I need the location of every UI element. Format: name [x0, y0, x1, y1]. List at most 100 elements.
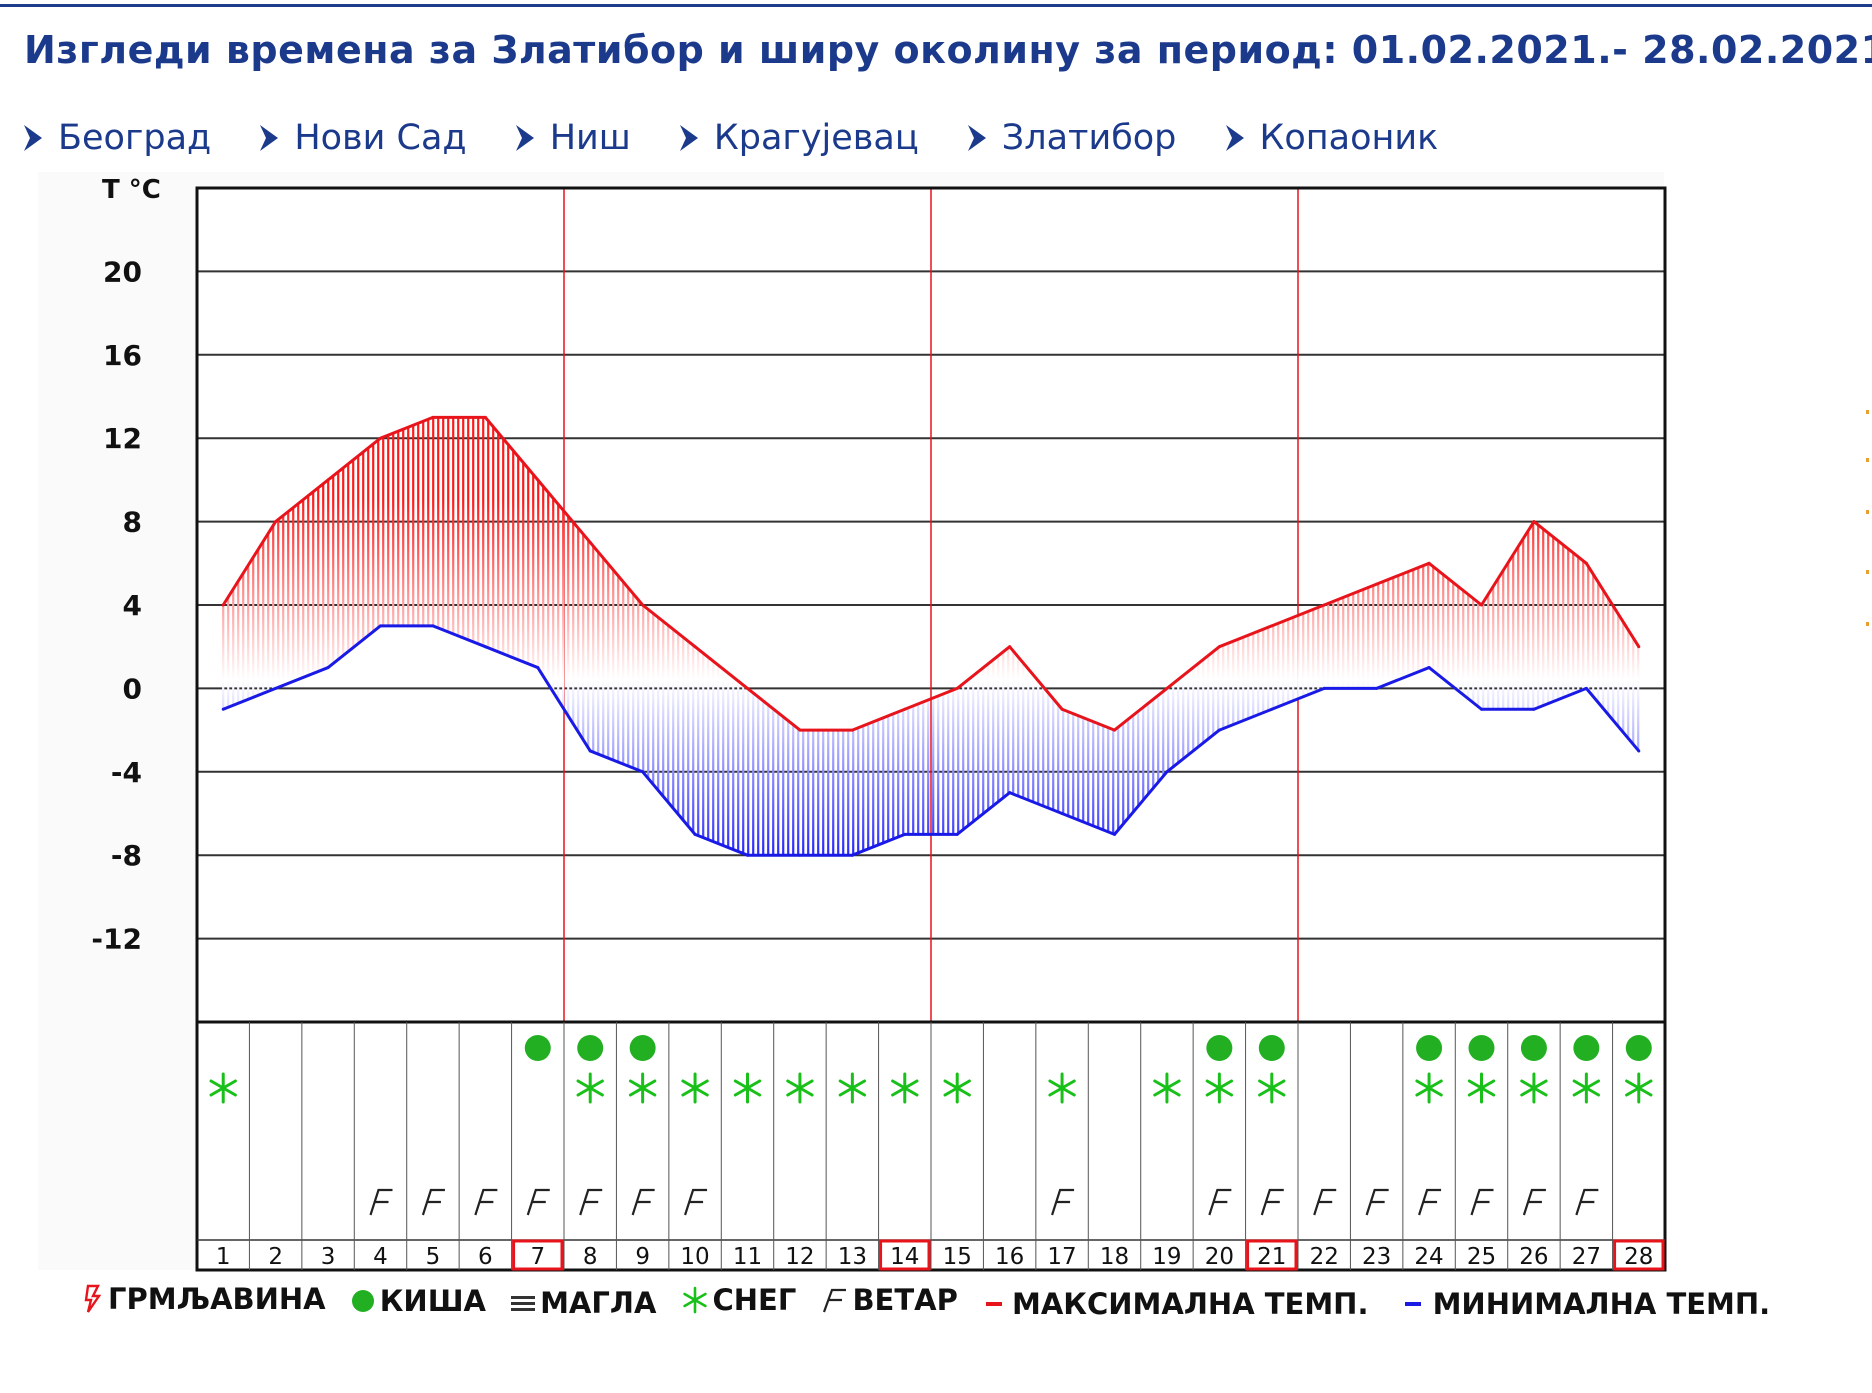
max-temp-point: [1427, 561, 1431, 565]
min-temp-point: [588, 749, 592, 753]
x-tick-label: 19: [1152, 1244, 1181, 1270]
x-tick-label: 24: [1414, 1244, 1443, 1270]
min-temp-point: [1584, 686, 1588, 690]
legend-fog: МАГЛА: [510, 1286, 656, 1320]
max-temp-point: [536, 478, 540, 482]
nav-link-nis[interactable]: Ниш: [514, 118, 631, 158]
nav-link-label: Златибор: [1001, 118, 1177, 158]
nav-link-beograd[interactable]: Београд: [22, 118, 211, 158]
max-temp-point: [1322, 603, 1326, 607]
snowflake-icon: [1520, 1072, 1548, 1104]
y-tick-label: 0: [123, 672, 142, 705]
x-tick-label: 11: [733, 1244, 762, 1270]
nav-link-label: Ниш: [549, 118, 631, 158]
wind-flag-icon: [369, 1188, 393, 1216]
highlighted-day-box: [512, 1239, 564, 1271]
nav-link-novi-sad[interactable]: Нови Сад: [258, 118, 467, 158]
rain-dot-icon: [1573, 1035, 1600, 1061]
thunder-icon: [84, 1284, 102, 1313]
min-temp-point: [1008, 791, 1012, 795]
x-tick-label: 18: [1100, 1244, 1129, 1270]
weather-panel: [195, 1020, 1667, 1272]
max-temp-point: [326, 478, 330, 482]
max-temp-point: [693, 645, 697, 649]
wind-flag-icon: [526, 1188, 550, 1216]
legend-snow: СНЕГ: [681, 1283, 797, 1317]
arrow-right-icon: [24, 125, 42, 151]
rain-dot-icon: [1468, 1035, 1495, 1061]
x-tick-label: 14: [890, 1244, 919, 1270]
legend-label: ГРМЉАВИНА: [108, 1282, 326, 1316]
x-tick-label: 27: [1572, 1244, 1601, 1270]
max-temp-point: [955, 686, 959, 690]
wind-flag-icon: [1365, 1188, 1389, 1216]
min-temp-point: [1427, 666, 1431, 670]
y-tick-label: -12: [91, 923, 142, 956]
nav-link-label: Крагујевац: [713, 118, 919, 158]
rain-dot-icon: [577, 1035, 604, 1061]
x-tick-label: 1: [216, 1244, 231, 1270]
nav-link-kopaonik[interactable]: Копаоник: [1224, 118, 1438, 158]
y-tick-label: -4: [111, 756, 142, 789]
min-temp-point: [1060, 812, 1064, 815]
min-temp-point: [955, 832, 959, 836]
y-tick-label: 4: [123, 589, 142, 622]
y-tick-label: -8: [111, 839, 142, 872]
x-tick-label: 26: [1519, 1244, 1548, 1270]
max-temp-point: [1637, 645, 1641, 649]
snowflake-icon: [733, 1072, 762, 1104]
snowflake-icon: [891, 1072, 919, 1104]
wind-flag-icon: [1260, 1188, 1284, 1216]
x-tick-label: 13: [838, 1244, 867, 1270]
min-temp-point: [850, 853, 854, 857]
legend-label: СНЕГ: [712, 1283, 797, 1317]
max-temp-point: [1270, 624, 1274, 628]
legend-wind: ВЕТАР: [820, 1283, 958, 1317]
snowflake-icon: [1258, 1072, 1286, 1104]
wind-flag-icon: [1051, 1188, 1075, 1216]
edge-tick-marks: [1866, 410, 1869, 626]
x-tick-label: 8: [583, 1244, 598, 1270]
legend-label: МИНИМАЛНА ТЕМП.: [1432, 1287, 1771, 1321]
legend-label: МАКСИМАЛНА ТЕМП.: [1011, 1287, 1369, 1321]
snowflake-icon: [1415, 1072, 1443, 1104]
legend-rain: КИША: [350, 1284, 486, 1318]
min-temp-point: [1375, 686, 1379, 690]
max-temp-point: [1217, 645, 1221, 649]
x-tick-label: 10: [680, 1244, 709, 1270]
max-temp-point: [1584, 561, 1588, 565]
nav-link-label: Београд: [58, 118, 212, 158]
max-temp-point: [1008, 645, 1012, 649]
wind-flag-icon: [823, 1288, 847, 1313]
wind-flag-icon: [421, 1188, 445, 1216]
max-temp-point: [850, 728, 854, 732]
wind-flag-icon: [579, 1188, 603, 1216]
nav-link-zlatibor[interactable]: Златибор: [966, 118, 1177, 158]
x-tick-label: 6: [478, 1244, 493, 1270]
min-temp-point: [1165, 770, 1169, 774]
x-tick-label: 23: [1362, 1244, 1391, 1270]
snowflake-icon: [1153, 1072, 1181, 1104]
page-title: Изгледи времена за Златибор и ширу околи…: [24, 28, 1872, 72]
highlighted-day-box: [1613, 1239, 1665, 1271]
snowflake-icon: [682, 1286, 707, 1314]
legend-max-temp: МАКСИМАЛНА ТЕМП.: [982, 1287, 1369, 1321]
snowflake-icon: [838, 1072, 867, 1104]
snowflake-icon: [209, 1072, 237, 1104]
x-tick-label: 2: [268, 1244, 283, 1270]
top-divider-line: [0, 4, 1872, 7]
min-temp-point: [326, 666, 330, 670]
nav-link-kragujevac[interactable]: Крагујевац: [678, 118, 919, 158]
wind-flag-icon: [1418, 1188, 1442, 1216]
rain-dot-icon: [1206, 1035, 1233, 1061]
wind-flag-icon: [631, 1188, 655, 1216]
max-temp-point: [1060, 707, 1064, 711]
rain-dot-icon: [1416, 1035, 1443, 1061]
x-tick-label: 25: [1467, 1244, 1496, 1270]
rain-dot-icon: [351, 1290, 374, 1312]
min-temp-point: [379, 624, 382, 628]
red-dash-icon: [985, 1302, 1002, 1306]
min-temp-point: [693, 832, 697, 836]
max-temp-point: [641, 603, 645, 607]
